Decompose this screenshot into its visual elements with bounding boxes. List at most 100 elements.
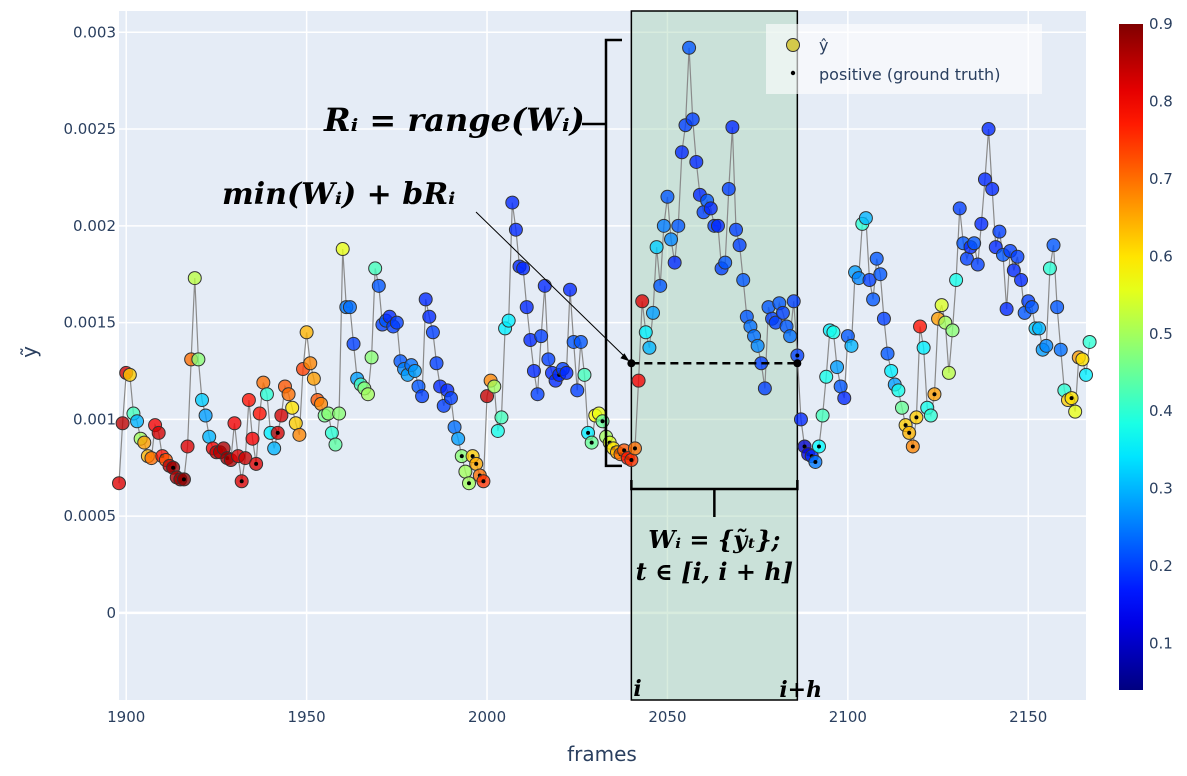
data-point — [342, 300, 357, 315]
legend-label-yhat: ŷ — [819, 36, 828, 55]
data-point — [534, 329, 549, 344]
data-point — [285, 400, 300, 415]
colorbar-tick-label: 0.7 — [1149, 170, 1173, 188]
data-point — [346, 336, 361, 351]
data-point — [245, 431, 260, 446]
y-axis-title: ỹ — [17, 346, 41, 358]
data-point — [559, 365, 574, 380]
data-point — [577, 367, 592, 382]
legend-label-positive: positive (ground truth) — [819, 65, 1000, 84]
y-tick-label: 0 — [106, 604, 116, 622]
window-label-line2: t ∈ [i, i + h] — [636, 557, 794, 586]
threshold-arrowhead — [620, 353, 630, 362]
data-point — [281, 387, 296, 402]
range-label: Rᵢ = range(Wᵢ) — [323, 101, 585, 139]
window-region — [630, 10, 799, 701]
data-point — [324, 425, 339, 440]
colorbar-tick-label: 0.3 — [1149, 480, 1173, 498]
data-point — [516, 261, 531, 276]
y-tick-label: 0.002 — [73, 217, 116, 235]
positive-marker — [903, 423, 908, 428]
positive-marker — [600, 419, 605, 424]
data-point — [570, 383, 585, 398]
data-point — [274, 408, 289, 423]
x-tick-labels: 1900 1950 2000 2050 2100 2150 — [107, 708, 1047, 726]
colorbar-tick-label: 0.1 — [1149, 635, 1173, 653]
data-point — [941, 365, 956, 380]
data-point — [332, 406, 347, 421]
data-point — [292, 427, 307, 442]
data-point — [974, 216, 989, 231]
data-point — [837, 391, 852, 406]
data-point — [198, 408, 213, 423]
data-point — [682, 40, 697, 55]
positive-marker — [629, 458, 634, 463]
data-point — [1079, 367, 1093, 382]
data-point — [826, 325, 841, 340]
data-point — [710, 218, 725, 233]
positive-marker — [910, 444, 915, 449]
data-point — [721, 182, 736, 197]
data-point — [227, 416, 242, 431]
data-point — [256, 375, 271, 390]
data-point — [537, 278, 552, 293]
data-point — [501, 313, 516, 328]
data-point — [646, 305, 661, 320]
data-point — [729, 222, 744, 237]
data-point — [303, 356, 318, 371]
positive-marker — [474, 461, 479, 466]
data-point — [451, 431, 466, 446]
data-point — [267, 441, 282, 456]
data-point — [833, 379, 848, 394]
data-point — [866, 292, 881, 307]
data-point — [112, 476, 126, 491]
data-point — [913, 319, 928, 334]
data-point — [945, 323, 960, 338]
positive-marker — [907, 430, 912, 435]
colorbar-tick-label: 0.4 — [1149, 402, 1173, 420]
positive-marker — [795, 353, 800, 358]
data-point — [891, 383, 906, 398]
data-point — [1006, 263, 1021, 278]
data-point — [664, 232, 679, 247]
window-end-label: i+h — [779, 677, 822, 703]
data-point — [985, 182, 1000, 197]
data-point — [815, 408, 830, 423]
data-point — [508, 222, 523, 237]
data-point — [1075, 352, 1090, 367]
data-point — [671, 218, 686, 233]
data-point — [884, 363, 899, 378]
data-point — [360, 387, 375, 402]
data-point — [563, 282, 578, 297]
threshold-label: min(Wᵢ) + bRᵢ — [222, 177, 455, 212]
data-point — [732, 238, 747, 253]
data-point — [389, 315, 404, 330]
data-point — [635, 294, 650, 309]
data-point — [844, 338, 859, 353]
data-point — [487, 379, 502, 394]
data-point — [685, 112, 700, 127]
positive-marker — [171, 465, 176, 470]
plot-area — [119, 11, 1086, 700]
data-point — [429, 356, 444, 371]
positive-marker — [275, 430, 280, 435]
data-point — [992, 224, 1007, 239]
data-points — [112, 40, 1097, 491]
y-tick-label: 0.0005 — [64, 507, 117, 525]
data-point — [328, 437, 343, 452]
data-point — [238, 451, 253, 466]
data-point — [949, 273, 964, 288]
x-tick-label: 1900 — [107, 708, 145, 726]
data-point — [876, 311, 891, 326]
legend-marker-yhat — [786, 38, 800, 52]
data-point — [862, 273, 877, 288]
data-point — [775, 305, 790, 320]
data-point — [689, 154, 704, 169]
data-point — [299, 325, 314, 340]
legend: ŷ positive (ground truth) — [766, 24, 1042, 94]
data-point — [1068, 404, 1083, 419]
data-point — [819, 369, 834, 384]
data-point — [306, 371, 321, 386]
data-point — [122, 367, 137, 382]
data-point — [783, 329, 798, 344]
